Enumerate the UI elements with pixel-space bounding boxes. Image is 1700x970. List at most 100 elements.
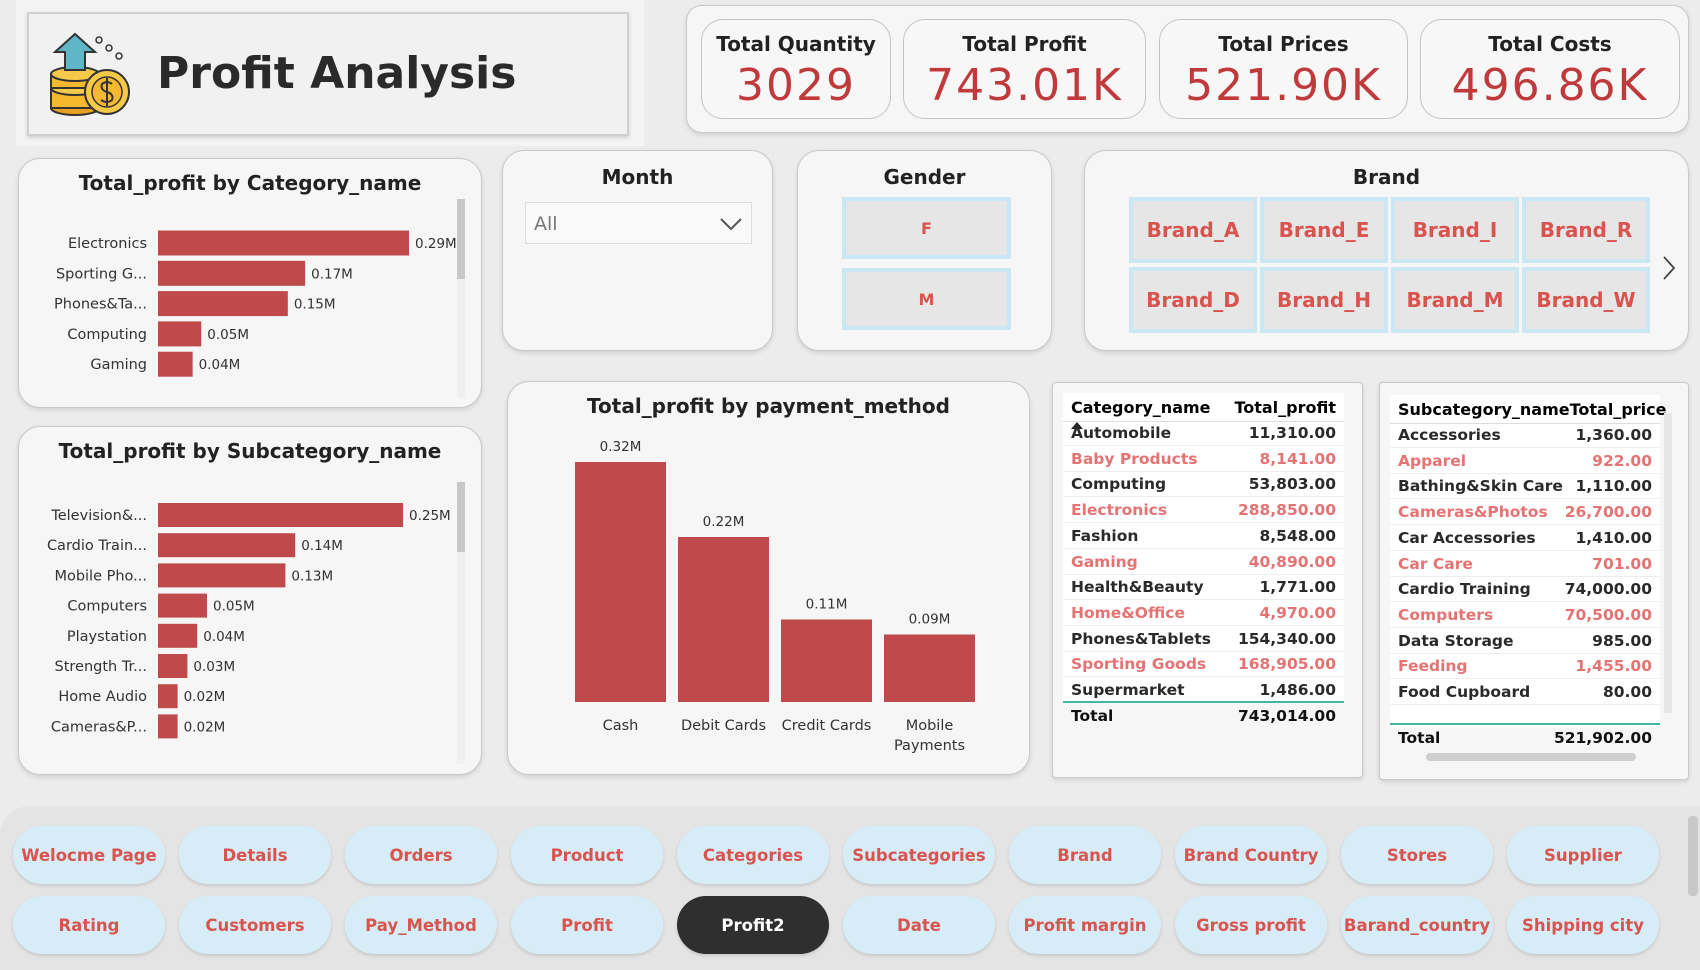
nav-button[interactable]: Categories	[677, 826, 829, 884]
table-row: Phones&Tablets 154,340.00	[1063, 627, 1344, 652]
nav-button[interactable]: Date	[843, 896, 995, 954]
nav-button[interactable]: Profit2	[677, 896, 829, 954]
brand-option[interactable]: Brand_M	[1391, 267, 1519, 333]
table-row: Cardio Training 74,000.00	[1390, 577, 1660, 603]
next-arrow[interactable]	[1661, 255, 1677, 281]
bar	[575, 462, 666, 702]
kpi-value: 496.86K	[1451, 60, 1649, 111]
nav-button[interactable]: Shipping city	[1507, 896, 1659, 954]
kpi-value: 3029	[736, 60, 856, 111]
data-label: 0.29M	[415, 236, 457, 252]
total-value: 521,902.00	[1553, 728, 1652, 747]
nav-button[interactable]: Pay_Method	[345, 896, 497, 954]
brand-option[interactable]: Brand_W	[1522, 267, 1650, 333]
cell-value: 922.00	[1592, 451, 1652, 470]
cell-value: 168,905.00	[1237, 655, 1336, 674]
bar	[158, 503, 403, 527]
table-row: Food Cupboard 80.00	[1390, 680, 1660, 705]
bar	[781, 619, 872, 702]
data-label: 0.11M	[806, 597, 848, 613]
title-area: Profit Analysis	[16, 0, 644, 146]
table-row: Gaming 40,890.00	[1063, 550, 1344, 575]
y-tick-label: Computing	[67, 327, 147, 343]
category-chart-panel: Total_profit by Category_name Electronics…	[18, 158, 482, 408]
table-row: Computers 70,500.00	[1390, 603, 1660, 628]
gender-option[interactable]: M	[842, 268, 1011, 330]
slicer-title: Brand	[1352, 165, 1421, 189]
brand-option[interactable]: Brand_A	[1129, 197, 1257, 263]
brand-option[interactable]: Brand_I	[1391, 197, 1519, 263]
data-label: 0.25M	[409, 508, 451, 524]
data-label: 0.32M	[600, 439, 642, 455]
kpi-label: Total Quantity	[716, 32, 876, 56]
cell-name: Cardio Training	[1398, 580, 1531, 599]
table-body	[1390, 395, 1660, 727]
nav-button[interactable]: Customers	[179, 896, 331, 954]
cell-name: Computers	[1398, 605, 1494, 624]
kpi-card: Total Quantity 3029	[701, 19, 891, 119]
sort-arrow[interactable]	[1071, 421, 1083, 429]
nav-button[interactable]: Orders	[345, 826, 497, 884]
chart-svg: 0.32M 0.22M 0.11M 0.09M	[575, 439, 975, 702]
bar	[158, 623, 198, 648]
nav-button[interactable]: Subcategories	[843, 826, 995, 884]
gender-option[interactable]: F	[842, 197, 1011, 259]
nav-button[interactable]: Rating	[13, 896, 165, 954]
cell-name: Home&Office	[1071, 603, 1185, 622]
kpi-card: Total Costs 496.86K	[1420, 19, 1680, 119]
brand-slicer: Brand Brand_A Brand_E Brand_I Brand_R Brand_…	[1084, 150, 1689, 351]
nav-button[interactable]: Profit margin	[1009, 896, 1161, 954]
cell-value: 40,890.00	[1248, 552, 1336, 571]
table-header: Category_name Total_profit	[1063, 395, 1344, 420]
scrollbar-thumb	[457, 199, 465, 279]
nav-button[interactable]: Gross profit	[1175, 896, 1327, 954]
table-row: Electronics 288,850.00	[1063, 498, 1344, 524]
brand-option[interactable]: Brand_E	[1260, 197, 1388, 263]
slicer-title: Month	[601, 165, 674, 189]
total-row: Total 521,902.00	[1390, 725, 1660, 750]
nav-button[interactable]: Stores	[1341, 826, 1493, 884]
nav-button[interactable]: Details	[179, 826, 331, 884]
data-label: 0.15M	[294, 297, 336, 313]
cell-value: 70,500.00	[1564, 605, 1652, 624]
kpi-label: Total Profit	[962, 32, 1087, 56]
cell-name: Car Care	[1398, 554, 1473, 573]
column-header[interactable]: Total_profit	[1234, 398, 1336, 417]
column-header[interactable]: Category_name	[1071, 398, 1211, 417]
table-row: Car Accessories 1,410.00	[1390, 526, 1660, 551]
bar	[158, 291, 288, 317]
nav-button[interactable]: Welocme Page	[13, 826, 165, 884]
x-tick-label: Credit Cards	[781, 718, 872, 734]
bar	[158, 654, 188, 678]
y-tick-label: Mobile Pho...	[54, 568, 147, 584]
page-title: Profit Analysis	[157, 48, 517, 99]
nav-button[interactable]: Supplier	[1507, 826, 1659, 884]
brand-option[interactable]: Brand_D	[1129, 267, 1257, 333]
nav-button[interactable]: Brand	[1009, 826, 1161, 884]
bar	[158, 260, 306, 286]
sort-icon	[1071, 422, 1083, 429]
nav-button[interactable]: Barand_country	[1341, 896, 1493, 954]
brand-option[interactable]: Brand_H	[1260, 267, 1388, 333]
nav-button[interactable]: Profit	[511, 896, 663, 954]
table-row: Baby Products 8,141.00	[1063, 447, 1344, 472]
nav-button[interactable]: Brand Country	[1175, 826, 1327, 884]
column-header[interactable]: Subcategory_name	[1398, 400, 1570, 419]
table-row: Apparel 922.00	[1390, 449, 1660, 474]
data-label: 0.17M	[311, 266, 353, 282]
data-label: 0.14M	[301, 538, 343, 554]
cell-value: 8,548.00	[1259, 526, 1337, 545]
cell-name: Apparel	[1398, 451, 1467, 470]
scrollbar-track	[457, 482, 465, 764]
v-scrollbar	[1664, 413, 1672, 713]
nav-button[interactable]: Product	[511, 826, 663, 884]
cell-value: 1,771.00	[1259, 578, 1337, 597]
cell-name: Computing	[1071, 475, 1167, 494]
brand-option[interactable]: Brand_R	[1522, 197, 1650, 263]
column-header[interactable]: Total_price	[1569, 400, 1667, 419]
month-dropdown[interactable]: All	[525, 202, 752, 244]
y-tick-label: Phones&Ta...	[54, 297, 147, 313]
header-divider	[1063, 421, 1344, 422]
data-label: 0.04M	[203, 629, 245, 645]
